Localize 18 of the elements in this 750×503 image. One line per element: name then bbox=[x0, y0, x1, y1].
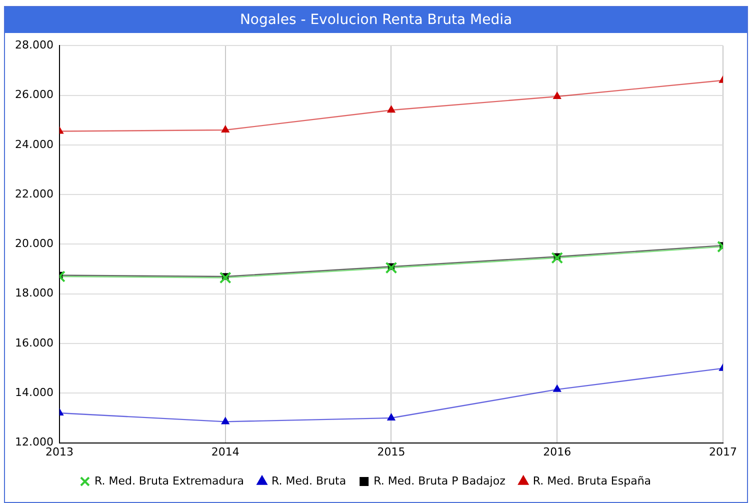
y-tick-label: 24.000 bbox=[14, 138, 54, 151]
legend-label: R. Med. Bruta P Badajoz bbox=[374, 474, 506, 488]
x-tick-label: 2014 bbox=[211, 445, 240, 458]
y-tick-label: 20.000 bbox=[14, 237, 54, 250]
x-tick-label: 2017 bbox=[709, 445, 737, 458]
y-tick-label: 26.000 bbox=[14, 88, 54, 102]
legend-label: R. Med. Bruta Extremadura bbox=[94, 474, 244, 488]
x-tick-label: 2016 bbox=[543, 445, 572, 458]
y-tick-label: 16.000 bbox=[14, 336, 54, 350]
x-tick-label: 2015 bbox=[377, 445, 406, 458]
y-tick-label: 14.000 bbox=[14, 386, 54, 400]
chart-title: Nogales - Evolucion Renta Bruta Media bbox=[5, 7, 747, 33]
x-tick-label: 2013 bbox=[45, 445, 74, 458]
y-tick-label: 18.000 bbox=[14, 286, 54, 300]
y-tick-label: 22.000 bbox=[14, 187, 54, 200]
legend-label: R. Med. Bruta bbox=[272, 474, 346, 488]
legend-label: R. Med. Bruta España bbox=[532, 474, 652, 488]
y-tick-label: 28.000 bbox=[14, 38, 54, 52]
